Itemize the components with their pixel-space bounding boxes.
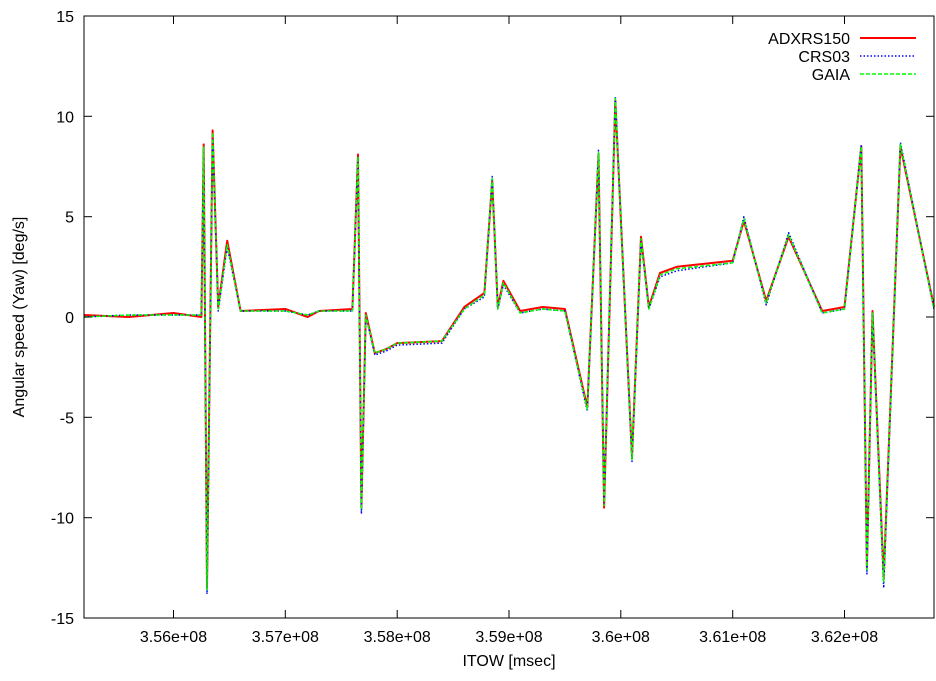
y-tick-label: 5 <box>65 210 74 227</box>
x-tick-label: 3.59e+08 <box>475 629 542 646</box>
x-tick-label: 3.56e+08 <box>140 629 207 646</box>
y-tick-label: -5 <box>60 410 74 427</box>
y-tick-label: -15 <box>51 611 74 628</box>
x-axis-label: ITOW [msec] <box>462 653 555 670</box>
legend-label: CRS03 <box>798 49 850 66</box>
y-tick-label: 0 <box>65 310 74 327</box>
series-line-gaia <box>83 97 935 591</box>
series-layer <box>83 95 935 595</box>
y-tick-label: -10 <box>51 511 74 528</box>
plot-frame <box>83 15 935 619</box>
legend-label: ADXRS150 <box>768 31 850 48</box>
y-tick-label: 10 <box>56 109 74 126</box>
x-tick-label: 3.57e+08 <box>252 629 319 646</box>
y-tick-label: 15 <box>56 9 74 26</box>
y-axis-label: Angular speed (Yaw) [deg/s] <box>11 217 28 418</box>
x-tick-label: 3.58e+08 <box>364 629 431 646</box>
ticks-layer: 3.56e+08 3.57e+08 3.58e+08 3.59e+08 3.6e+08 3… <box>51 9 934 646</box>
x-tick-label: 3.62e+08 <box>811 629 878 646</box>
legend-label: GAIA <box>812 67 851 84</box>
x-tick-label: 3.6e+08 <box>592 629 650 646</box>
x-tick-label: 3.61e+08 <box>699 629 766 646</box>
